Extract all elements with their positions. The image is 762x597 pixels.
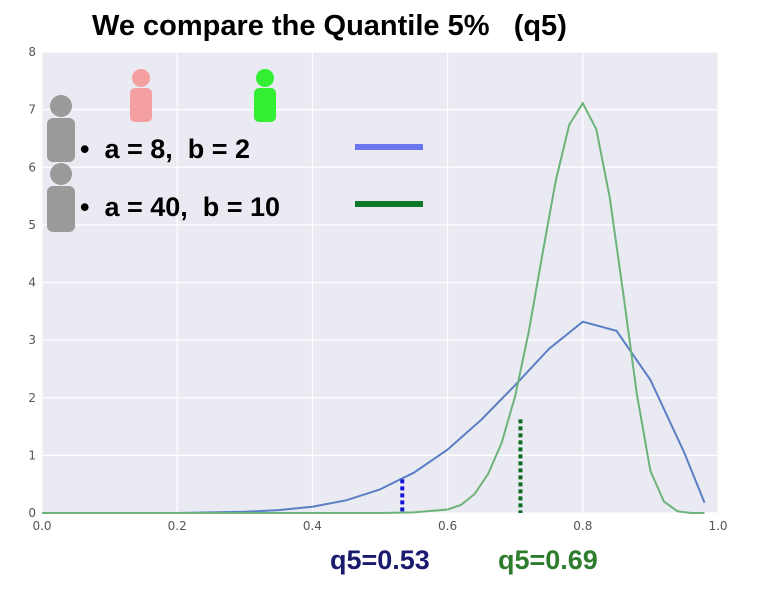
y-tick-label: 0	[28, 506, 36, 520]
y-tick-label: 1	[28, 448, 36, 462]
x-tick-label: 0.8	[573, 519, 592, 533]
x-tick-label: 1.0	[708, 519, 727, 533]
person-icon-green	[248, 68, 282, 124]
chart-title: We compare the Quantile 5% (q5)	[92, 10, 567, 42]
x-tick-label: 0.2	[168, 519, 187, 533]
person-icon-pink	[124, 68, 158, 124]
person-icon-gray	[44, 162, 78, 234]
x-tick-label: 0.0	[32, 519, 51, 533]
q5-label-green: q5=0.69	[498, 545, 598, 575]
series-line-2	[42, 101, 705, 514]
legend-entry: • a = 40, b = 10	[80, 192, 281, 222]
legend-entry: • a = 8, b = 2	[80, 134, 251, 164]
y-tick-label: 8	[28, 45, 36, 59]
x-tick-label: 0.4	[303, 519, 322, 533]
y-tick-label: 7	[28, 103, 36, 117]
y-tick-label: 5	[28, 218, 36, 232]
y-tick-label: 2	[28, 391, 36, 405]
legend-swatch	[355, 201, 423, 207]
person-icon-gray	[44, 94, 78, 164]
y-tick-label: 3	[28, 333, 36, 347]
y-tick-label: 4	[28, 276, 36, 290]
legend-swatch	[355, 144, 423, 150]
q5-label-blue: q5=0.53	[330, 545, 430, 575]
y-tick-label: 6	[28, 160, 36, 174]
x-tick-label: 0.6	[438, 519, 457, 533]
